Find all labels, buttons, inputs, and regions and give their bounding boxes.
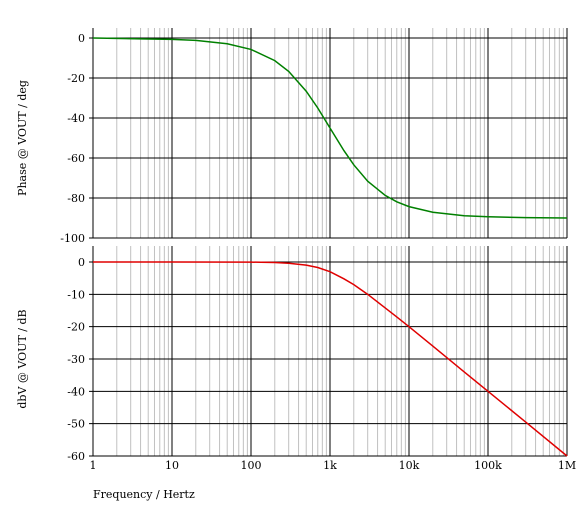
phase-series-line <box>92 37 568 219</box>
gain-series-line <box>93 261 568 457</box>
x-tick-label: 100k <box>474 459 502 472</box>
gain-y-tick-label: -50 <box>67 418 85 431</box>
phase-y-tick-label: -40 <box>67 112 85 125</box>
phase-chart: 0 -20 -40 -60 -80 -100 Phase @ VOUT / deg <box>16 28 568 245</box>
gain-y-axis-label: dbV @ VOUT / dB <box>16 309 29 408</box>
phase-y-tick-label: -80 <box>67 192 85 205</box>
x-tick-label: 1k <box>323 459 337 472</box>
x-axis-label: Frequency / Hertz <box>93 488 195 501</box>
magnitude-chart: 0 -10 -20 -30 -40 -50 -60 dbV @ VOUT / dB 1 10 100… <box>16 246 576 472</box>
x-tick-label: 1 <box>90 459 97 472</box>
gain-y-tick-label: -60 <box>67 450 85 463</box>
x-tick-label: 1M <box>558 459 576 472</box>
x-tick-label: 100 <box>241 459 262 472</box>
gain-y-tick-label: -20 <box>67 321 85 334</box>
phase-y-tick-label: -60 <box>67 152 85 165</box>
phase-y-tick-label: -20 <box>67 72 85 85</box>
gain-y-tick-label: -30 <box>67 353 85 366</box>
x-tick-label: 10 <box>165 459 179 472</box>
gain-y-tick-label: -10 <box>67 288 85 301</box>
gain-y-tick-label: 0 <box>78 256 85 269</box>
x-tick-label: 10k <box>399 459 420 472</box>
phase-y-tick-label: -100 <box>60 232 85 245</box>
gain-y-tick-label: -40 <box>67 385 85 398</box>
phase-y-tick-label: 0 <box>78 32 85 45</box>
phase-y-axis-label: Phase @ VOUT / deg <box>16 80 29 196</box>
